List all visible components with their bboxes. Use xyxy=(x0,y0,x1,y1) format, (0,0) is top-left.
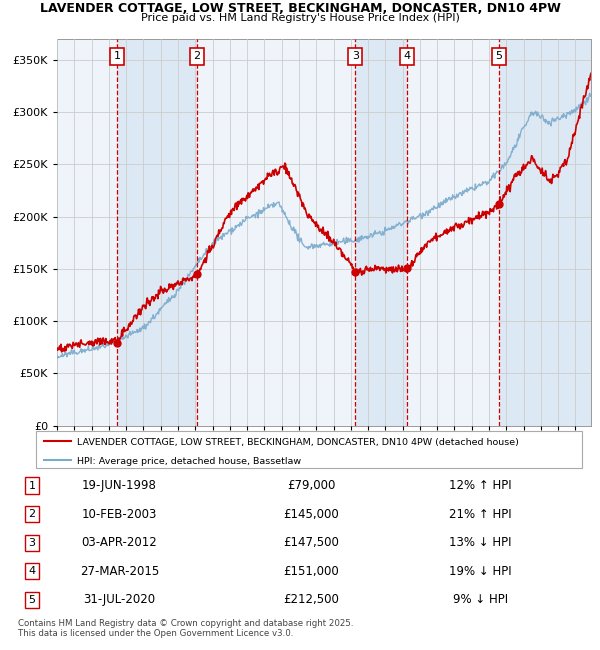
Text: 3: 3 xyxy=(352,51,359,61)
Text: 19% ↓ HPI: 19% ↓ HPI xyxy=(449,565,512,578)
Text: 4: 4 xyxy=(29,566,35,577)
Text: £151,000: £151,000 xyxy=(283,565,339,578)
Text: 03-APR-2012: 03-APR-2012 xyxy=(82,536,157,549)
Text: 2: 2 xyxy=(194,51,201,61)
Text: 9% ↓ HPI: 9% ↓ HPI xyxy=(453,593,508,606)
Text: 21% ↑ HPI: 21% ↑ HPI xyxy=(449,508,512,521)
Bar xyxy=(57,39,117,426)
Text: 10-FEB-2003: 10-FEB-2003 xyxy=(82,508,157,521)
Text: 27-MAR-2015: 27-MAR-2015 xyxy=(80,565,159,578)
Text: Contains HM Land Registry data © Crown copyright and database right 2025.
This d: Contains HM Land Registry data © Crown c… xyxy=(18,619,353,638)
Text: £212,500: £212,500 xyxy=(283,593,339,606)
Text: 5: 5 xyxy=(29,595,35,605)
Bar xyxy=(407,39,499,426)
Text: £79,000: £79,000 xyxy=(287,479,335,492)
Text: 31-JUL-2020: 31-JUL-2020 xyxy=(83,593,155,606)
Text: Price paid vs. HM Land Registry's House Price Index (HPI): Price paid vs. HM Land Registry's House … xyxy=(140,13,460,23)
Bar xyxy=(197,39,355,426)
Text: 4: 4 xyxy=(403,51,410,61)
Text: HPI: Average price, detached house, Bassetlaw: HPI: Average price, detached house, Bass… xyxy=(77,457,301,466)
Text: 1: 1 xyxy=(29,480,35,491)
Text: 19-JUN-1998: 19-JUN-1998 xyxy=(82,479,157,492)
Text: £147,500: £147,500 xyxy=(283,536,339,549)
Text: LAVENDER COTTAGE, LOW STREET, BECKINGHAM, DONCASTER, DN10 4PW: LAVENDER COTTAGE, LOW STREET, BECKINGHAM… xyxy=(40,2,560,15)
Text: 1: 1 xyxy=(113,51,121,61)
Text: 5: 5 xyxy=(496,51,503,61)
Text: 13% ↓ HPI: 13% ↓ HPI xyxy=(449,536,512,549)
Text: £145,000: £145,000 xyxy=(283,508,339,521)
Text: 12% ↑ HPI: 12% ↑ HPI xyxy=(449,479,512,492)
Text: LAVENDER COTTAGE, LOW STREET, BECKINGHAM, DONCASTER, DN10 4PW (detached house): LAVENDER COTTAGE, LOW STREET, BECKINGHAM… xyxy=(77,438,519,447)
Text: 3: 3 xyxy=(29,538,35,548)
Text: 2: 2 xyxy=(29,509,35,519)
